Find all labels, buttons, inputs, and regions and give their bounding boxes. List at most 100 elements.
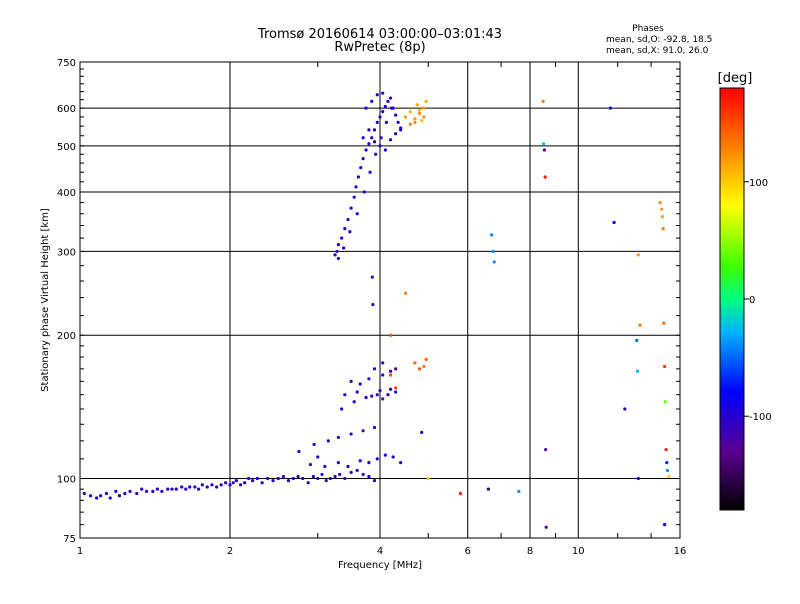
y-tick-label: 200 [57,331,76,342]
phase-point [372,425,377,430]
phase-point [386,393,390,397]
phase-point [388,373,393,377]
phase-point [375,393,379,397]
x-tick-label: 6 [465,546,471,557]
phase-point [383,104,387,109]
phase-point [381,397,385,401]
phase-point [140,487,144,491]
phase-point [375,457,379,461]
phase-point [403,115,408,119]
phase-point [286,479,291,483]
phase-point [386,99,390,103]
phase-point [255,476,260,481]
phase-point [542,148,546,152]
phase-point [367,128,371,132]
phase-point [413,117,417,121]
x-tick-label: 8 [527,546,533,557]
x-tick-label: 1 [77,546,83,557]
phase-point [662,523,667,527]
phase-point [88,494,93,498]
x-axis: 1 2 4 6 8 10 16 [77,62,687,557]
phase-point [108,496,112,500]
phase-point [234,479,238,483]
phase-point [231,481,235,485]
phase-point [379,136,383,140]
phase-point [458,491,463,496]
phase-point [160,489,164,493]
phase-point [426,476,430,481]
phase-point [297,449,301,454]
phase-point [346,217,350,222]
phase-point [541,99,545,103]
phase-point [422,364,426,369]
phase-point [381,110,385,114]
phase-point [388,333,393,337]
phase-point [422,115,426,119]
phase-point [336,461,340,465]
phase-point [354,185,358,189]
phase-point [388,369,393,373]
y-axis: 75 100 200 300 400 500 600 750 [57,58,680,545]
phase-point [491,249,495,254]
phase-point [372,128,377,132]
phase-point [340,236,344,240]
phase-point [413,120,417,124]
phase-point [381,361,385,365]
phase-point [378,144,382,148]
phase-point [180,485,184,489]
phase-point [375,93,379,97]
phase-point [333,253,337,257]
phase-point [326,439,330,443]
phase-point [243,481,247,485]
phase-point [378,115,382,119]
phase-point [205,485,209,489]
phase-point [99,494,103,498]
phase-point [355,212,359,216]
phase-point [661,227,665,231]
colorbar-label: [deg] [718,71,753,86]
phase-point [660,207,664,211]
phase-point [372,367,377,371]
phase-point [184,487,188,491]
phase-point [271,479,275,483]
phase-point [417,111,422,115]
phase-point [356,175,360,179]
phase-point [424,99,428,103]
phase-point [197,487,201,491]
phase-point [333,474,337,479]
phase-point [367,461,371,465]
phase-point [311,474,315,479]
phase-point [355,390,359,394]
y-tick-label: 500 [57,142,76,153]
phase-point [200,483,204,487]
phase-point [658,200,662,205]
phase-point [394,113,398,117]
phase-point [312,442,316,446]
phase-point [660,215,664,219]
phase-point [361,429,365,433]
phase-point [664,448,668,452]
phase-point [399,126,403,130]
phase-point [247,476,251,481]
phase-point [389,106,394,110]
phase-point [635,369,640,373]
phase-point [665,468,670,473]
phase-point [343,227,347,231]
phase-point [276,476,280,481]
phase-point [364,148,368,152]
x-tick-label: 2 [227,546,233,557]
phase-point [667,474,671,479]
phase-point [336,256,340,261]
phase-point [336,435,340,440]
phase-point [135,491,139,496]
phase-point [663,400,667,404]
phase-point [543,175,547,179]
x-tick-label: 16 [674,546,687,557]
phase-point [238,483,243,487]
phase-point [490,233,494,237]
phase-point [394,132,398,136]
phase-point [394,390,398,394]
phase-point [364,106,368,110]
phase-point [384,120,388,124]
phase-point [338,472,342,477]
